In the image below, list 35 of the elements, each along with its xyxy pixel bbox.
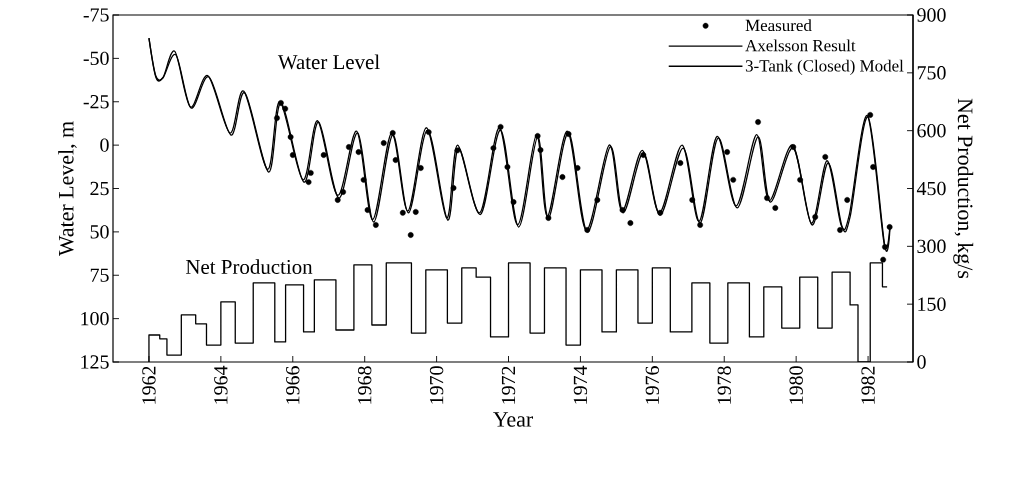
y-axis-title: Water Level, m [58, 121, 77, 257]
legend-label: Measured [745, 19, 812, 32]
x-tick-label: 1976 [645, 366, 660, 404]
y2-tick-label: 150 [918, 297, 946, 311]
x-tick-label: 1962 [142, 366, 156, 404]
y2-tick-label: 300 [917, 239, 946, 254]
y-tick-label: -50 [83, 51, 109, 66]
y2-tick-label: 750 [917, 66, 946, 80]
x-tick-label: 1982 [861, 366, 875, 404]
y-tick-label: 0 [100, 138, 109, 152]
x-tick-label: 1980 [789, 366, 803, 404]
y2-tick-label: 600 [917, 123, 946, 138]
x-tick-label: 1974 [573, 365, 588, 404]
annotation: Net Production [185, 259, 313, 274]
y-tick-label: 25 [90, 181, 109, 196]
x-tick-label: 1970 [429, 366, 444, 404]
y2-tick-label: 900 [917, 8, 946, 22]
y2-tick-label: 450 [916, 181, 946, 196]
x-tick-label: 1978 [717, 366, 731, 404]
y-tick-label: -25 [83, 95, 109, 109]
x-tick-label: 1972 [501, 366, 516, 404]
x-tick-label: 1966 [286, 366, 300, 404]
y-tick-label: -75 [83, 8, 109, 22]
y2-tick-label: 0 [917, 355, 926, 369]
y2-axis-title: Net Production, kg/s [953, 98, 974, 279]
y-tick-label: 125 [81, 355, 109, 369]
annotation: Water Level [277, 54, 380, 70]
legend-label: Axelsson Result [745, 39, 856, 52]
y-tick-label: 100 [81, 311, 109, 326]
y-tick-label: 50 [90, 225, 109, 239]
y-tick-label: 75 [90, 268, 109, 282]
x-axis-title: Year [493, 412, 534, 427]
x-tick-label: 1964 [214, 365, 228, 404]
legend-label: 3-Tank (Closed) Model [745, 59, 904, 76]
x-tick-label: 1968 [357, 366, 372, 404]
